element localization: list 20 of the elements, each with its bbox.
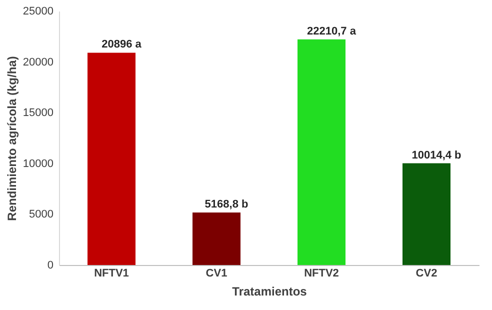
x-tick-label: CV2 (416, 268, 438, 280)
y-tick-label: 10000 (22, 158, 54, 170)
y-tick-label: 20000 (22, 56, 54, 68)
data-label: 22210,7 a (307, 25, 357, 38)
x-tick-label: CV1 (206, 268, 228, 280)
data-label: 20896 a (102, 38, 142, 51)
x-tick-label: NFTV2 (304, 268, 339, 280)
data-label: 10014,4 b (412, 149, 462, 162)
y-tick-label: 0 (47, 260, 54, 272)
y-tick-label: 25000 (22, 6, 54, 18)
y-tick-label: 15000 (22, 107, 54, 120)
y-axis-title: Rendimiento agrícola (kg/ha) (4, 56, 19, 221)
data-label: 5168,8 b (204, 198, 248, 210)
bar (192, 212, 240, 265)
bar (298, 39, 346, 265)
bar (402, 163, 450, 265)
y-tick-label: 5000 (29, 208, 54, 221)
bar (88, 52, 136, 265)
x-tick-label: NFTV1 (94, 268, 129, 280)
x-axis-title: Tratamientos (232, 284, 308, 298)
